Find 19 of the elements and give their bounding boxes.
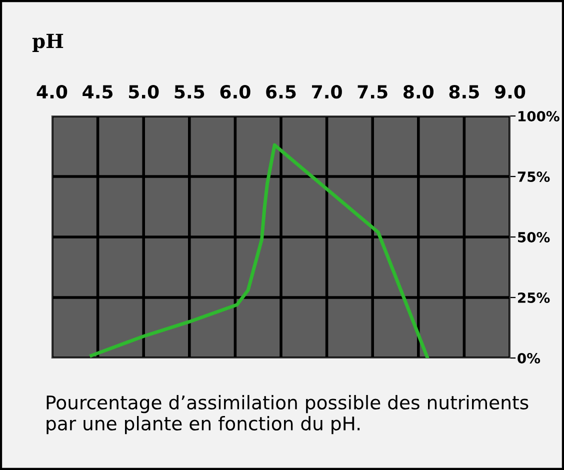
y-tick-label: 0% [518,352,540,364]
x-tick-label: 8.5 [449,84,479,99]
x-tick-label: 8.0 [404,84,434,99]
text: Pourcentage d’assimilation possible des nutriments par une plante en fonction du pH. [46,395,528,434]
x-tick-label: 4.0 [36,84,68,99]
x-tick-label: 7.5 [358,85,388,99]
x-tick-label: 7.0 [312,84,342,99]
x-tick-label: 6.0 [220,84,250,99]
y-tick-label: 100% [518,110,560,122]
x-tick-label: 9.0 [494,84,526,99]
x-tick-label: 4.5 [82,85,113,99]
line-series [90,143,430,358]
y-tick-label: 25% [518,292,550,303]
y-tick-label: 50% [518,232,550,242]
x-tick-label: 6.5 [266,84,296,99]
y-tick-label: 75% [518,171,550,182]
chart-title: pH [32,34,64,52]
x-tick-label: 5.5 [174,85,204,99]
x-tick-label: 5.0 [129,84,159,99]
